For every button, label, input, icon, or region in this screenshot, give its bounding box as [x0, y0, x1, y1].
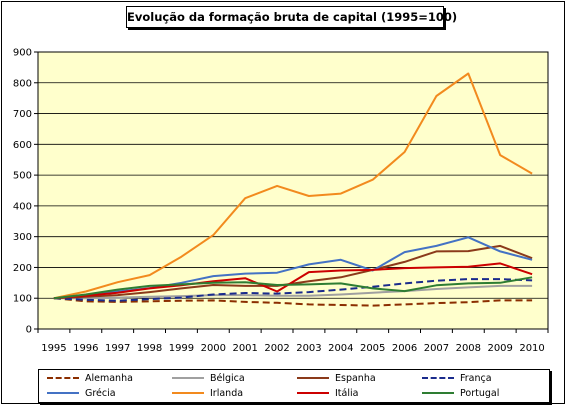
legend-label: Bélgica — [210, 372, 245, 384]
legend-label: Espanha — [335, 372, 376, 384]
legend-item: Bélgica — [172, 371, 245, 385]
x-tick-label: 2004 — [328, 343, 353, 354]
series-line-irlanda — [53, 72, 533, 300]
x-tick-label: 2005 — [360, 343, 385, 354]
x-tick-label: 2000 — [201, 343, 226, 354]
legend-swatch — [297, 392, 329, 394]
legend-swatch — [47, 392, 79, 394]
y-tick-label: 800 — [13, 78, 32, 89]
x-tick-label: 1998 — [137, 343, 162, 354]
x-tick-label: 2007 — [424, 343, 449, 354]
legend-swatch — [47, 377, 79, 379]
legend-item: Irlanda — [172, 386, 243, 400]
series-line-espanha — [53, 244, 533, 300]
legend-swatch — [422, 392, 454, 394]
legend-label: Portugal — [460, 387, 500, 399]
x-tick-label: 2009 — [487, 343, 512, 354]
legend-label: Irlanda — [210, 387, 244, 399]
x-tick-label: 2010 — [519, 343, 544, 354]
x-tick-label: 1997 — [105, 343, 130, 354]
legend-label: Grécia — [85, 387, 116, 399]
legend-label: França — [460, 372, 492, 384]
legend-swatch — [297, 377, 329, 379]
y-tick-label: 400 — [13, 201, 32, 212]
legend-swatch — [172, 377, 204, 379]
x-tick-label: 2006 — [392, 343, 417, 354]
y-tick-label: 600 — [13, 140, 32, 151]
y-tick-label: 500 — [13, 171, 32, 182]
y-tick-label: 200 — [13, 263, 32, 274]
legend-item: Alemanha — [47, 371, 133, 385]
chart-legend: Alemanha Bélgica Espanha França Grécia Irland… — [38, 369, 550, 403]
y-tick-label: 100 — [13, 294, 32, 305]
legend-item: Portugal — [422, 386, 499, 400]
x-tick-label: 2001 — [232, 343, 257, 354]
legend-label: Itália — [335, 387, 359, 399]
x-tick-label: 2008 — [456, 343, 481, 354]
x-tick-label: 2003 — [296, 343, 321, 354]
x-tick-label: 1999 — [169, 343, 194, 354]
legend-item: Grécia — [47, 386, 116, 400]
y-tick-label: 900 — [13, 48, 32, 59]
series-line-itália — [53, 262, 533, 300]
legend-label: Alemanha — [85, 372, 133, 384]
legend-swatch — [172, 392, 204, 394]
series-line-bélgica — [53, 284, 533, 300]
series-line-frança — [53, 278, 533, 302]
y-tick-label: 300 — [13, 232, 32, 243]
series-line-alemanha — [53, 297, 533, 307]
x-tick-label: 1996 — [73, 343, 98, 354]
legend-item: França — [422, 371, 492, 385]
chart-title: Evolução da formação bruta de capital (1… — [126, 6, 457, 28]
y-tick-label: 700 — [13, 109, 32, 120]
legend-item: Espanha — [297, 371, 376, 385]
legend-item: Itália — [297, 386, 358, 400]
x-tick-label: 2002 — [264, 343, 289, 354]
series-line-portugal — [53, 276, 533, 300]
legend-swatch — [422, 377, 454, 379]
y-tick-label: 0 — [26, 325, 32, 336]
x-tick-label: 1995 — [41, 343, 66, 354]
